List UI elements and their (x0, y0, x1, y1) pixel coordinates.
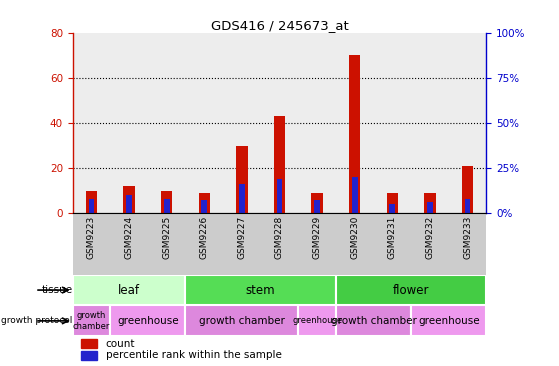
Bar (387, 193, 398, 213)
Bar (73, 274, 186, 306)
Bar (86, 191, 97, 213)
Text: GSM9224: GSM9224 (125, 216, 134, 259)
Bar (126, 195, 132, 213)
Bar (424, 193, 435, 213)
Bar (164, 199, 169, 213)
Bar (411, 33, 449, 213)
Bar (336, 274, 486, 306)
Text: greenhouse: greenhouse (117, 316, 179, 326)
Text: leaf: leaf (118, 284, 140, 296)
Bar (186, 33, 223, 213)
Bar (449, 33, 486, 213)
Bar (73, 306, 110, 336)
Bar (186, 306, 299, 336)
Bar (462, 166, 473, 213)
Text: growth chamber: growth chamber (199, 316, 285, 326)
Text: growth protocol: growth protocol (1, 316, 73, 325)
Bar (201, 201, 207, 213)
Bar (236, 146, 248, 213)
Text: GSM9230: GSM9230 (350, 216, 359, 259)
Text: GSM9233: GSM9233 (463, 216, 472, 259)
Bar (73, 33, 110, 213)
Text: GSM9226: GSM9226 (200, 216, 209, 259)
Bar (223, 33, 260, 213)
Text: GSM9231: GSM9231 (388, 216, 397, 259)
Text: flower: flower (393, 284, 429, 296)
Text: growth
chamber: growth chamber (73, 311, 110, 330)
Bar (148, 33, 186, 213)
Bar (186, 274, 336, 306)
Bar (124, 186, 135, 213)
Bar (277, 179, 282, 213)
Bar (110, 33, 148, 213)
Bar (274, 116, 285, 213)
Title: GDS416 / 245673_at: GDS416 / 245673_at (211, 19, 348, 32)
Text: growth chamber: growth chamber (330, 316, 416, 326)
Text: percentile rank within the sample: percentile rank within the sample (106, 350, 282, 360)
Bar (336, 33, 373, 213)
Bar (299, 33, 336, 213)
Bar (314, 201, 320, 213)
Bar (89, 199, 94, 213)
Bar (390, 204, 395, 213)
Bar (411, 306, 486, 336)
Text: greenhouse: greenhouse (418, 316, 480, 326)
Bar (465, 199, 470, 213)
Text: GSM9232: GSM9232 (425, 216, 434, 259)
Bar (239, 184, 245, 213)
Text: GSM9228: GSM9228 (275, 216, 284, 259)
Text: count: count (106, 339, 135, 348)
Text: stem: stem (246, 284, 276, 296)
Text: GSM9223: GSM9223 (87, 216, 96, 259)
Bar (427, 202, 433, 213)
Text: GSM9229: GSM9229 (312, 216, 321, 259)
Bar (373, 33, 411, 213)
Bar (161, 191, 172, 213)
Bar (352, 177, 358, 213)
Text: GSM9227: GSM9227 (238, 216, 247, 259)
Bar (299, 306, 336, 336)
Bar (81, 351, 97, 360)
Bar (110, 306, 186, 336)
Text: GSM9225: GSM9225 (162, 216, 171, 259)
Bar (260, 33, 299, 213)
Bar (198, 193, 210, 213)
Text: greenhouse: greenhouse (292, 316, 342, 325)
Bar (349, 56, 361, 213)
Bar (81, 339, 97, 348)
Bar (336, 306, 411, 336)
Text: tissue: tissue (41, 285, 73, 295)
Bar (311, 193, 323, 213)
